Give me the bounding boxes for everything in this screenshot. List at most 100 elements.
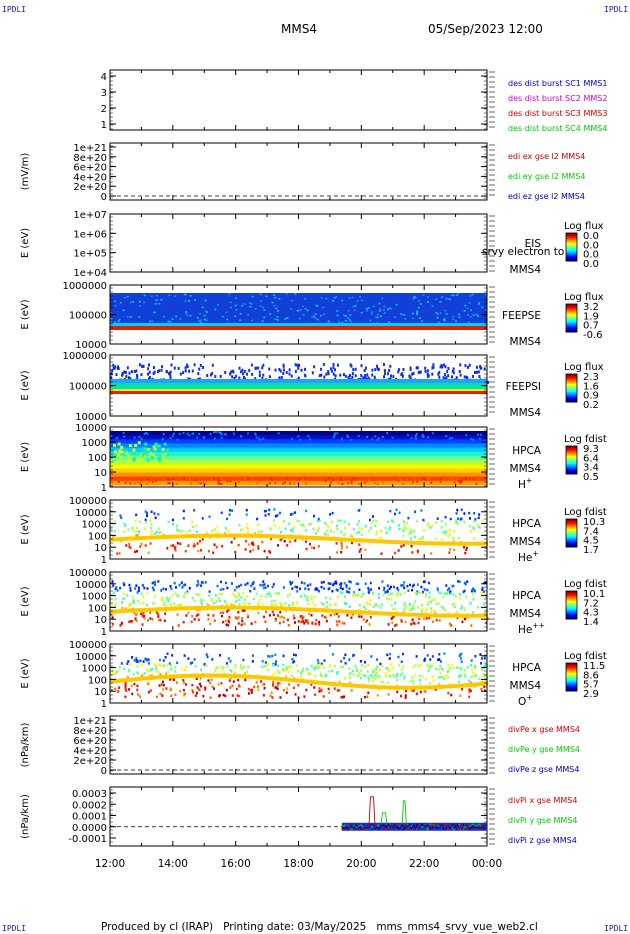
- heat-cell: [340, 544, 343, 548]
- heat-cell: [391, 436, 394, 439]
- heat-cell: [112, 591, 115, 595]
- colorbar-cell: [566, 540, 577, 542]
- heat-cell: [458, 313, 461, 316]
- heat-cell: [229, 660, 232, 663]
- heat-cell: [334, 664, 337, 668]
- heat-cell: [185, 591, 188, 595]
- heat-cell: [449, 517, 452, 521]
- heat-cell: [238, 598, 241, 602]
- heat-core: [338, 537, 340, 542]
- colorbar-cell: [566, 521, 577, 523]
- heat-cell: [173, 366, 176, 370]
- heat-cell: [143, 586, 146, 590]
- heat-core: [250, 533, 252, 538]
- heat-cell: [146, 659, 149, 662]
- heat-cell: [310, 546, 313, 549]
- heat-cell: [460, 480, 463, 483]
- heat-cell: [287, 623, 290, 627]
- heat-cell: [211, 363, 214, 367]
- heat-cell: [368, 679, 371, 682]
- heat-cell: [344, 653, 347, 657]
- heat-cell: [157, 613, 160, 616]
- heat-core: [436, 685, 438, 690]
- heat-cell: [435, 602, 438, 606]
- heat-cell: [439, 660, 442, 663]
- heat-cell: [426, 369, 429, 373]
- heat-band: [110, 468, 487, 474]
- heat-cell: [225, 688, 228, 692]
- heat-cell: [481, 588, 484, 591]
- heat-core: [248, 605, 250, 610]
- heat-cell: [443, 363, 446, 367]
- heat-cell: [484, 612, 487, 615]
- heat-cell: [387, 598, 390, 601]
- heat-cell: [440, 605, 443, 609]
- heat-cell: [158, 684, 161, 687]
- heat-cell: [111, 453, 115, 457]
- heat-cell: [153, 311, 156, 314]
- heat-core: [158, 675, 160, 680]
- y-tick-label: 1e+04: [73, 268, 107, 279]
- heat-cell: [409, 377, 412, 381]
- heat-cell: [440, 526, 443, 529]
- heat-cell: [340, 660, 343, 663]
- heat-cell: [415, 519, 418, 523]
- heat-cell: [272, 519, 275, 523]
- heat-cell: [352, 673, 355, 676]
- heat-cell: [315, 586, 318, 590]
- heat-cell: [238, 694, 241, 698]
- heat-cell: [316, 659, 319, 662]
- heat-cell: [244, 548, 247, 551]
- heat-band: [110, 451, 487, 457]
- heat-cell: [230, 370, 233, 374]
- heat-cell: [402, 665, 405, 668]
- heat-cell: [419, 682, 422, 686]
- heat-core: [390, 685, 392, 690]
- heat-cell: [134, 613, 137, 616]
- heat-cell: [221, 315, 224, 318]
- spacecraft-title: MMS4: [281, 22, 317, 36]
- heat-cell: [396, 586, 399, 590]
- heat-cell: [301, 667, 304, 670]
- heat-cell: [182, 688, 185, 692]
- heat-cell: [162, 433, 165, 436]
- heat-cell: [137, 586, 140, 590]
- heat-cell: [288, 683, 291, 686]
- heat-core: [260, 605, 262, 610]
- heat-core: [230, 605, 232, 610]
- heat-cell: [149, 320, 152, 322]
- legend-entry: divPi z gse MMS4: [508, 836, 577, 845]
- heat-cell: [411, 675, 414, 679]
- colorbar-cell: [566, 241, 577, 243]
- heat-cell: [477, 303, 480, 306]
- heat-cell: [237, 678, 240, 682]
- heat-cell: [439, 664, 442, 668]
- heat-cell: [183, 692, 186, 696]
- heat-core: [324, 536, 326, 541]
- heat-cell: [392, 374, 395, 378]
- heat-cell: [234, 663, 237, 667]
- heat-cell: [394, 316, 397, 319]
- heat-cell: [438, 370, 441, 374]
- heat-cell: [358, 526, 361, 530]
- heat-cell: [114, 529, 117, 533]
- heat-cell: [395, 508, 398, 512]
- heat-cell: [202, 599, 205, 602]
- heat-cell: [207, 603, 210, 607]
- heat-cell: [360, 615, 363, 618]
- heat-core: [434, 685, 436, 690]
- heat-cell: [288, 540, 291, 543]
- heat-cell: [323, 659, 326, 662]
- heat-cell: [135, 550, 138, 553]
- heat-cell: [246, 313, 249, 316]
- heat-cell: [118, 552, 121, 555]
- heat-cell: [472, 592, 475, 596]
- heat-cell: [278, 526, 281, 530]
- heat-cell: [258, 480, 261, 483]
- heat-cell: [355, 667, 358, 670]
- heat-cell: [143, 447, 147, 451]
- spacecraft-label: MMS4: [510, 264, 542, 276]
- species-label: H+: [518, 476, 532, 491]
- heat-cell: [269, 594, 272, 598]
- heat-cell: [471, 293, 474, 296]
